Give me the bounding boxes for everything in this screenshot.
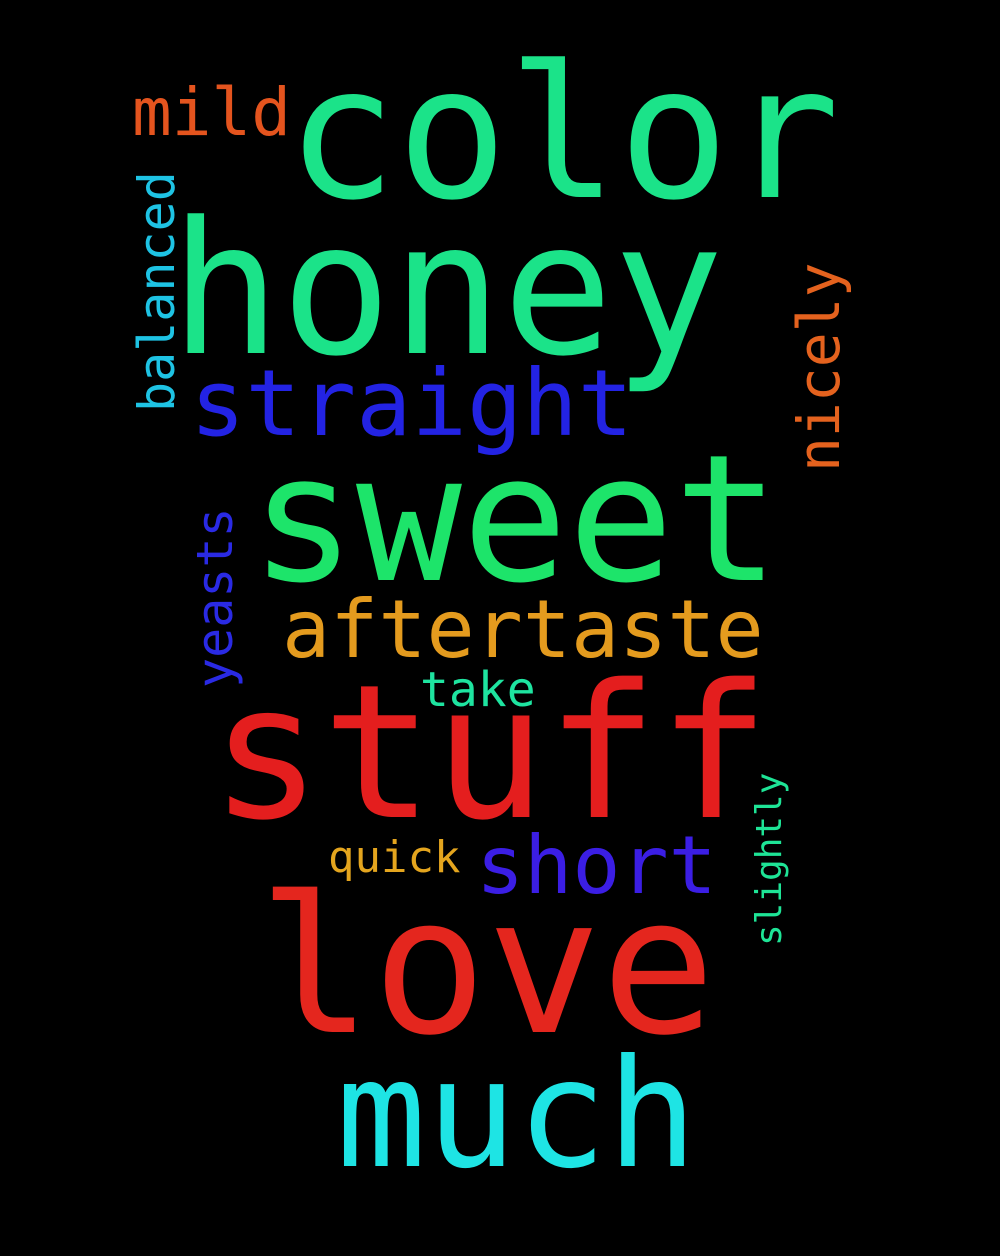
word-take: take <box>420 662 536 718</box>
word-mild: mild <box>132 74 291 151</box>
word-honey: honey <box>170 183 724 397</box>
word-nicely: nicely <box>785 262 853 472</box>
word-yeasts: yeasts <box>186 507 244 688</box>
word-aftertaste: aftertaste <box>282 583 764 676</box>
word-short: short <box>476 819 717 912</box>
word-slightly: slightly <box>749 772 790 946</box>
word-balanced: balanced <box>128 171 186 412</box>
word-straight: straight <box>190 350 634 457</box>
word-color: color <box>286 27 840 241</box>
word-quick: quick <box>328 832 461 883</box>
word-stuff: stuff <box>210 644 770 861</box>
word-love: love <box>258 856 716 1077</box>
word-sweet: sweet <box>250 417 780 622</box>
word-much: much <box>336 1028 698 1202</box>
